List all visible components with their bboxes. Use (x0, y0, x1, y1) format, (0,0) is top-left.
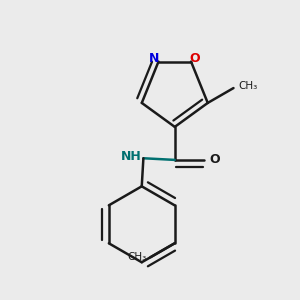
Text: O: O (190, 52, 200, 65)
Text: NH: NH (121, 150, 141, 163)
Text: CH₃: CH₃ (128, 252, 147, 262)
Text: N: N (149, 52, 160, 65)
Text: CH₃: CH₃ (238, 81, 258, 92)
Text: O: O (209, 153, 220, 167)
